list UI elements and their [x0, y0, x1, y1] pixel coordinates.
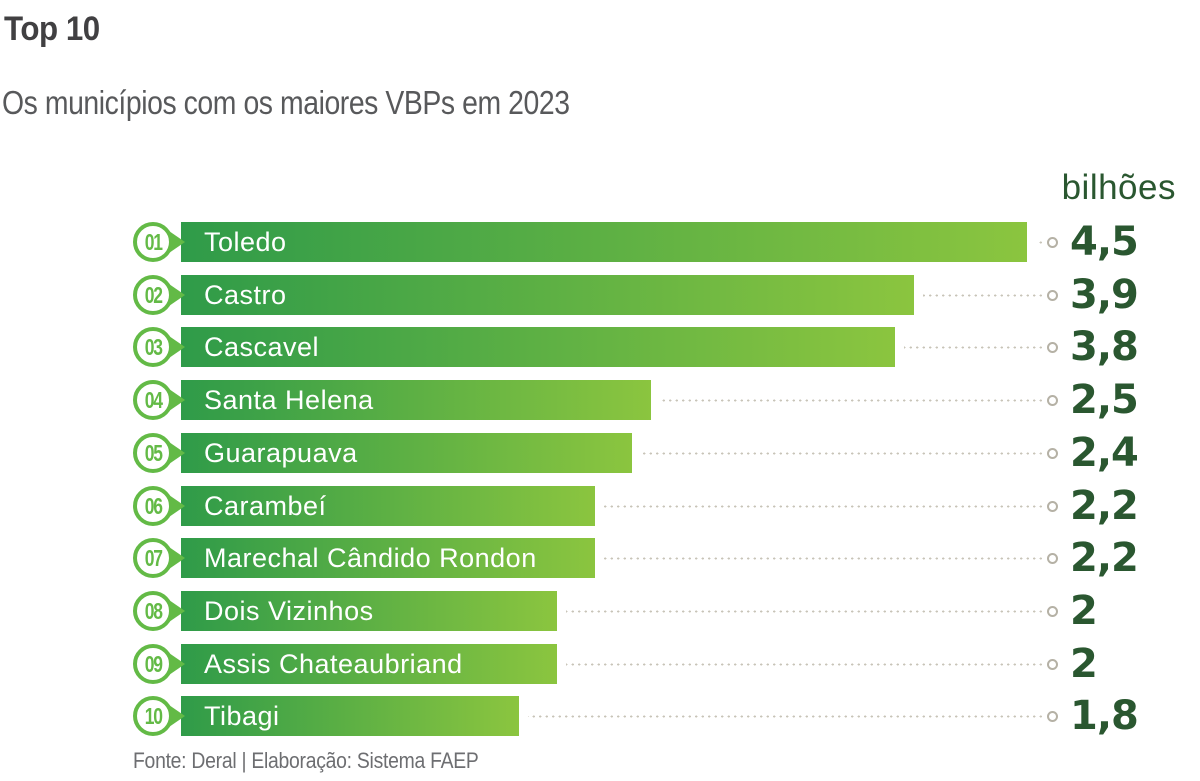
source-note: Fonte: Deral | Elaboração: Sistema FAEP [133, 748, 479, 773]
value-label: 4,5 [1070, 219, 1139, 265]
value-label: 2,5 [1070, 377, 1139, 423]
bar-label: Carambeí [204, 490, 327, 521]
badge-arrow-icon [169, 336, 185, 358]
rank-badge: 07 [133, 538, 173, 578]
chart-row: 10 Tibagi 1,8 [0, 690, 1200, 743]
bar: Castro [181, 275, 914, 315]
chart-row: 08 Dois Vizinhos 2 [0, 585, 1200, 638]
bar-label: Cascavel [204, 331, 320, 362]
rank-number: 04 [144, 386, 162, 413]
leader-dots [604, 505, 1044, 508]
value-label: 1,8 [1070, 693, 1139, 739]
marker-ring-icon [1047, 290, 1058, 301]
rank-badge: 08 [133, 591, 173, 631]
marker-ring-icon [1047, 448, 1058, 459]
rank-badge: 05 [133, 433, 173, 473]
chart-row: 07 Marechal Cândido Rondon 2,2 [0, 532, 1200, 585]
page-title: Top 10 [4, 10, 100, 48]
rank-badge: 04 [133, 380, 173, 420]
marker-ring-icon [1047, 501, 1058, 512]
rank-number: 06 [144, 492, 162, 519]
marker-ring-icon [1047, 342, 1058, 353]
badge-arrow-icon [169, 284, 185, 306]
rank-number: 02 [144, 281, 162, 308]
bar: Tibagi [181, 696, 519, 736]
value-label: 2 [1070, 588, 1098, 634]
rank-number: 10 [144, 702, 162, 729]
leader-dots [604, 557, 1044, 560]
value-label: 2 [1070, 641, 1098, 687]
bar-label: Dois Vizinhos [204, 595, 374, 626]
badge-arrow-icon [169, 653, 185, 675]
chart-row: 05 Guarapuava 2,4 [0, 427, 1200, 480]
leader-dots [566, 663, 1044, 666]
bar-label: Guarapuava [204, 437, 358, 468]
leader-dots [641, 452, 1044, 455]
bar-label: Tibagi [204, 700, 280, 731]
badge-arrow-icon [169, 495, 185, 517]
chart-row: 04 Santa Helena 2,5 [0, 374, 1200, 427]
marker-ring-icon [1047, 237, 1058, 248]
badge-arrow-icon [169, 231, 185, 253]
bar-label: Santa Helena [204, 384, 374, 415]
rank-badge: 10 [133, 696, 173, 736]
marker-ring-icon [1047, 553, 1058, 564]
page-subtitle: Os municípios com os maiores VBPs em 202… [2, 84, 570, 121]
value-label: 3,8 [1070, 324, 1139, 370]
leader-dots [528, 715, 1044, 718]
value-label: 3,9 [1070, 272, 1139, 318]
leader-dots [904, 346, 1044, 349]
bar-chart: 01 Toledo 4,5 02 Castro 3,9 03 Cascavel 3,8 04 San… [0, 216, 1200, 746]
chart-row: 01 Toledo 4,5 [0, 216, 1200, 269]
bar-label: Castro [204, 279, 287, 310]
value-label: 2,4 [1070, 430, 1139, 476]
badge-arrow-icon [169, 389, 185, 411]
leader-dots [660, 399, 1044, 402]
bar-label: Toledo [204, 226, 287, 257]
marker-ring-icon [1047, 395, 1058, 406]
chart-row: 02 Castro 3,9 [0, 269, 1200, 322]
leader-dots [1036, 241, 1044, 244]
badge-arrow-icon [169, 705, 185, 727]
bar: Cascavel [181, 327, 895, 367]
badge-arrow-icon [169, 600, 185, 622]
rank-badge: 01 [133, 222, 173, 262]
bar: Marechal Cândido Rondon [181, 538, 595, 578]
bar: Assis Chateaubriand [181, 644, 557, 684]
marker-ring-icon [1047, 606, 1058, 617]
rank-number: 08 [144, 597, 162, 624]
rank-badge: 09 [133, 644, 173, 684]
badge-arrow-icon [169, 547, 185, 569]
bar: Santa Helena [181, 380, 651, 420]
rank-number: 07 [144, 544, 162, 571]
badge-arrow-icon [169, 442, 185, 464]
rank-number: 05 [144, 439, 162, 466]
marker-ring-icon [1047, 711, 1058, 722]
bar-label: Assis Chateaubriand [204, 648, 463, 679]
bar: Toledo [181, 222, 1027, 262]
rank-badge: 03 [133, 327, 173, 367]
leader-dots [923, 294, 1044, 297]
chart-row: 09 Assis Chateaubriand 2 [0, 638, 1200, 691]
value-label: 2,2 [1070, 535, 1139, 581]
value-label: 2,2 [1070, 483, 1139, 529]
chart-row: 03 Cascavel 3,8 [0, 321, 1200, 374]
rank-number: 09 [144, 650, 162, 677]
bar: Carambeí [181, 486, 595, 526]
bar: Dois Vizinhos [181, 591, 557, 631]
rank-badge: 06 [133, 486, 173, 526]
rank-number: 03 [144, 333, 162, 360]
leader-dots [566, 610, 1044, 613]
chart-row: 06 Carambeí 2,2 [0, 480, 1200, 533]
unit-label: bilhões [1061, 168, 1176, 207]
rank-number: 01 [144, 228, 162, 255]
marker-ring-icon [1047, 659, 1058, 670]
bar-label: Marechal Cândido Rondon [204, 542, 537, 573]
bar: Guarapuava [181, 433, 632, 473]
rank-badge: 02 [133, 275, 173, 315]
